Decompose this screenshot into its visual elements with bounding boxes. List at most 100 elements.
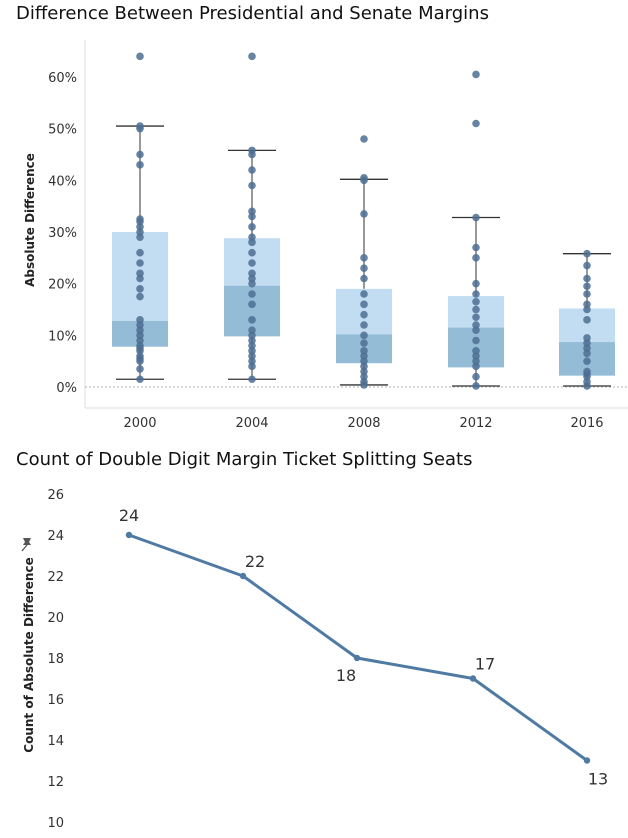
data-point xyxy=(360,331,368,340)
data-point xyxy=(360,339,368,347)
data-point xyxy=(472,305,480,314)
data-point xyxy=(472,279,480,288)
data-point xyxy=(248,269,256,278)
box-y-tick-label: 30% xyxy=(48,226,77,241)
data-point xyxy=(248,326,256,334)
data-point xyxy=(248,248,256,257)
box-x-tick-label: 2016 xyxy=(570,416,603,431)
data-point xyxy=(472,382,480,390)
line-y-tick-label: 16 xyxy=(47,693,64,708)
pin-icon[interactable] xyxy=(21,538,31,552)
box-y-tick-label: 40% xyxy=(48,174,77,189)
data-point xyxy=(583,261,591,270)
data-point xyxy=(472,347,480,355)
box-y-tick-label: 0% xyxy=(56,381,77,396)
box-x-tick-label: 2008 xyxy=(347,416,380,431)
data-point xyxy=(248,375,256,384)
data-point xyxy=(360,173,368,182)
data-point xyxy=(360,135,368,143)
data-point xyxy=(248,259,256,267)
data-point xyxy=(472,254,480,262)
line-data-label: 13 xyxy=(588,770,608,789)
line-y-tick-label: 22 xyxy=(47,570,64,585)
data-point xyxy=(360,254,368,262)
box-2012 xyxy=(448,70,504,390)
data-point xyxy=(136,269,144,278)
data-point xyxy=(248,223,256,231)
data-point xyxy=(248,290,256,298)
data-point xyxy=(136,375,144,384)
line-data-label: 22 xyxy=(245,552,265,571)
data-point xyxy=(136,285,144,293)
line-data-label: 24 xyxy=(119,506,139,525)
data-point xyxy=(472,70,480,79)
box-2000 xyxy=(112,52,168,384)
box-y-tick-label: 20% xyxy=(48,278,77,293)
data-point xyxy=(583,367,591,376)
data-point xyxy=(248,207,256,216)
line-y-tick-label: 10 xyxy=(47,816,64,831)
data-point xyxy=(472,336,480,345)
box-chart-title: Difference Between Presidential and Sena… xyxy=(16,3,489,24)
box-2016 xyxy=(559,249,615,390)
data-point xyxy=(360,347,368,355)
line-point xyxy=(469,675,477,682)
data-point xyxy=(136,161,144,169)
box-y-axis-label: Absolute Difference xyxy=(23,153,37,287)
data-point xyxy=(248,233,256,241)
data-point xyxy=(360,264,368,272)
data-point xyxy=(472,119,480,128)
data-point xyxy=(472,297,480,306)
data-point xyxy=(583,357,591,365)
data-point xyxy=(360,321,368,329)
data-point xyxy=(136,122,144,130)
data-point xyxy=(472,321,480,329)
data-point xyxy=(136,248,144,257)
data-point xyxy=(136,52,144,61)
data-point xyxy=(248,300,256,309)
data-point xyxy=(360,290,368,298)
data-point xyxy=(472,243,480,252)
data-point xyxy=(472,213,480,222)
line-y-tick-label: 14 xyxy=(47,734,64,749)
data-point xyxy=(248,146,256,155)
box-2008 xyxy=(336,135,392,389)
line-point xyxy=(239,572,247,580)
line-y-axis-label: Count of Absolute Difference xyxy=(22,557,36,752)
line-y-tick-label: 18 xyxy=(47,652,64,667)
data-point xyxy=(583,290,591,298)
line-y-tick-label: 12 xyxy=(47,775,64,790)
line-point xyxy=(583,757,591,764)
box-x-tick-label: 2000 xyxy=(123,416,156,431)
box-y-tick-label: 10% xyxy=(48,329,77,344)
box-x-tick-label: 2004 xyxy=(235,416,268,431)
data-point xyxy=(583,300,591,309)
data-point xyxy=(136,150,144,159)
line-y-tick-label: 20 xyxy=(47,611,64,626)
box-y-tick-label: 60% xyxy=(48,71,77,86)
data-point xyxy=(248,166,256,174)
line-y-tick-label: 26 xyxy=(47,488,64,503)
data-point xyxy=(136,316,144,324)
data-point xyxy=(472,290,480,298)
data-point xyxy=(248,316,256,324)
data-point xyxy=(136,215,144,223)
line-y-tick-label: 24 xyxy=(47,529,64,544)
data-point xyxy=(583,274,591,283)
data-point xyxy=(360,300,368,309)
box-y-tick-label: 50% xyxy=(48,123,77,138)
data-point xyxy=(583,334,591,342)
data-point xyxy=(136,259,144,267)
line-data-label: 18 xyxy=(336,666,356,685)
line-data-label: 17 xyxy=(475,655,495,674)
box-2004 xyxy=(224,52,280,384)
line-chart: Count of Absolute Difference 10 12 14 16 18 2… xyxy=(21,488,608,831)
data-point xyxy=(248,181,256,190)
data-point xyxy=(472,372,480,381)
data-point xyxy=(583,249,591,258)
data-point xyxy=(360,310,368,319)
line-point xyxy=(125,531,133,539)
data-point xyxy=(136,292,144,301)
line-chart-title: Count of Double Digit Margin Ticket Spli… xyxy=(16,449,473,470)
